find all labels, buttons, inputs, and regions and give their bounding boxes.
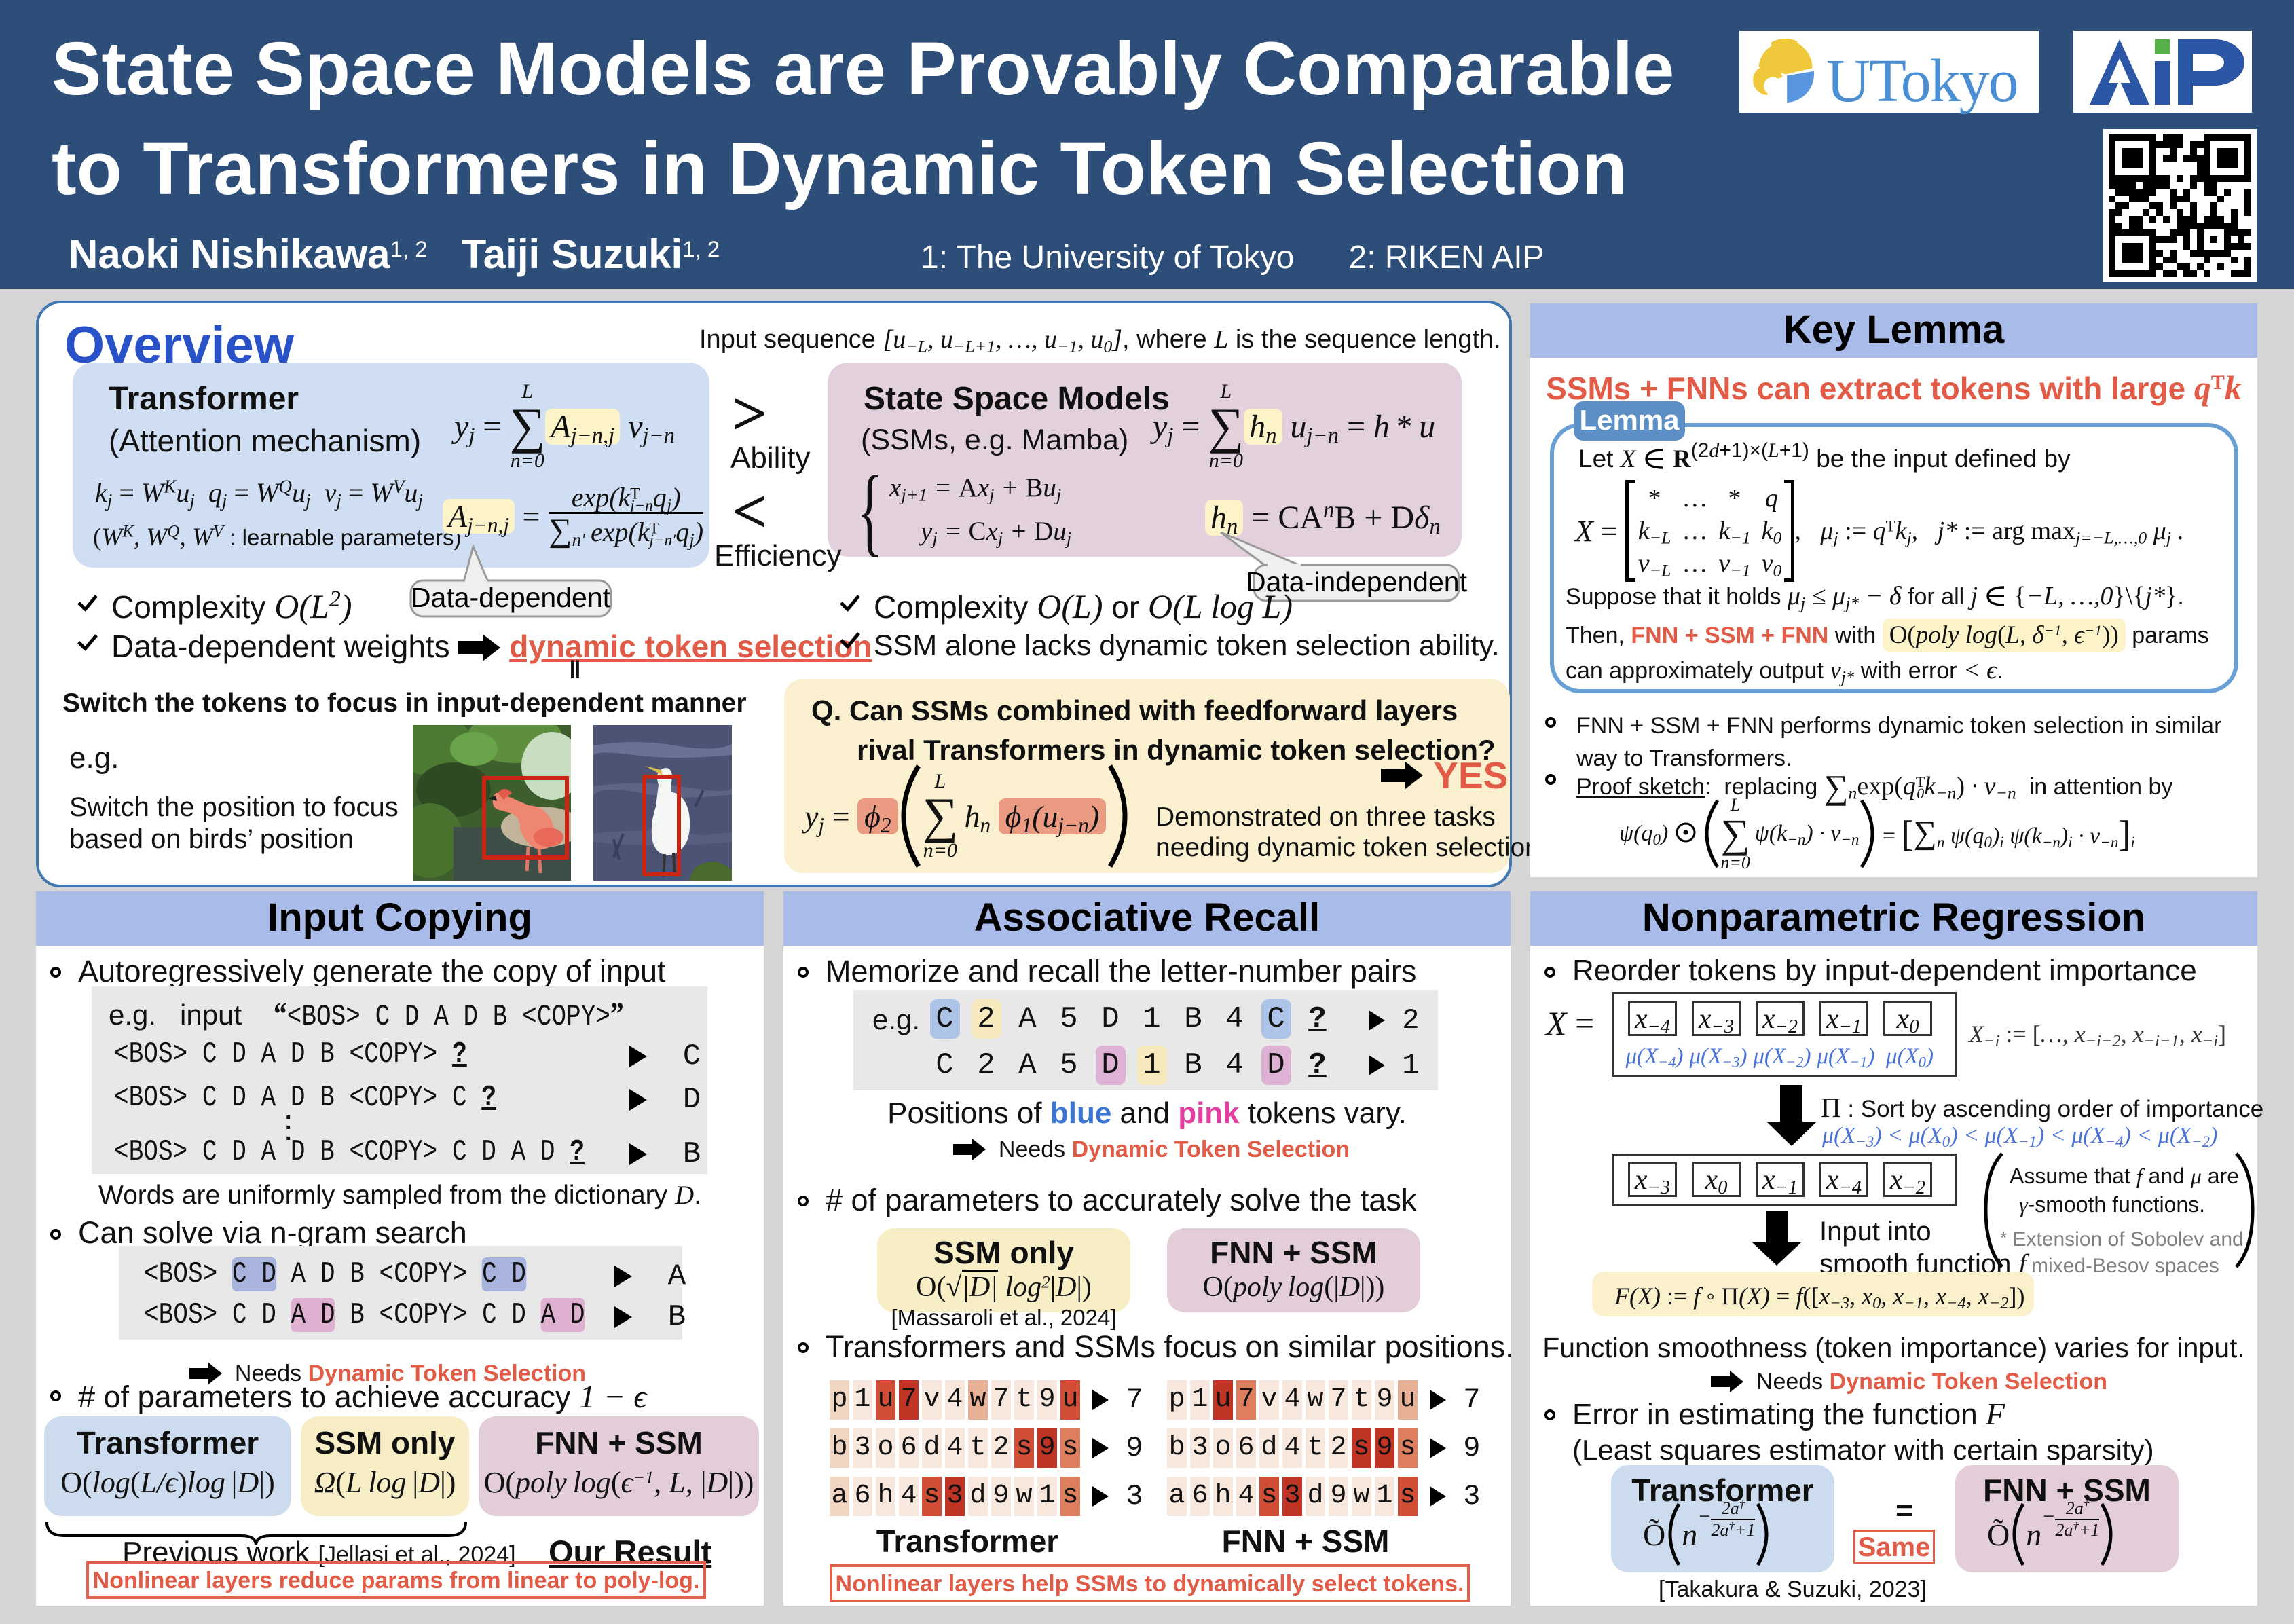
svg-text:Data-dependent: Data-dependent	[411, 582, 611, 613]
svg-text:Data-independent: Data-independent	[1246, 566, 1468, 597]
